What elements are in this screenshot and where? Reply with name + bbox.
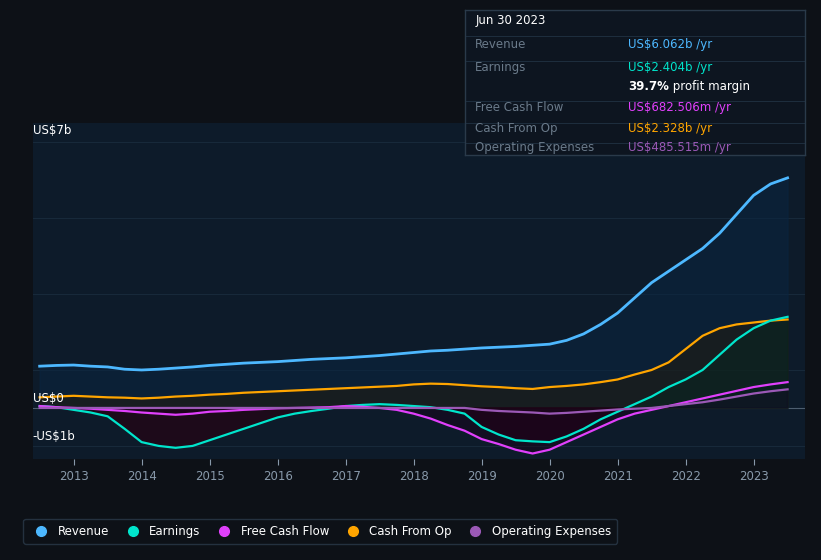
- Text: US$0: US$0: [33, 392, 63, 405]
- Text: US$682.506m /yr: US$682.506m /yr: [628, 101, 732, 114]
- Text: Revenue: Revenue: [475, 38, 526, 50]
- Text: US$2.328b /yr: US$2.328b /yr: [628, 122, 713, 135]
- Text: US$7b: US$7b: [33, 124, 71, 137]
- Text: Jun 30 2023: Jun 30 2023: [475, 15, 546, 27]
- Text: US$6.062b /yr: US$6.062b /yr: [628, 38, 713, 50]
- Text: US$2.404b /yr: US$2.404b /yr: [628, 61, 713, 74]
- Text: Earnings: Earnings: [475, 61, 526, 74]
- Text: US$485.515m /yr: US$485.515m /yr: [628, 141, 731, 153]
- Legend: Revenue, Earnings, Free Cash Flow, Cash From Op, Operating Expenses: Revenue, Earnings, Free Cash Flow, Cash …: [23, 519, 617, 544]
- Text: 39.7%: 39.7%: [628, 80, 669, 92]
- Text: Operating Expenses: Operating Expenses: [475, 141, 594, 153]
- Text: profit margin: profit margin: [669, 80, 750, 92]
- Text: -US$1b: -US$1b: [33, 430, 76, 443]
- Text: Free Cash Flow: Free Cash Flow: [475, 101, 563, 114]
- Text: Cash From Op: Cash From Op: [475, 122, 557, 135]
